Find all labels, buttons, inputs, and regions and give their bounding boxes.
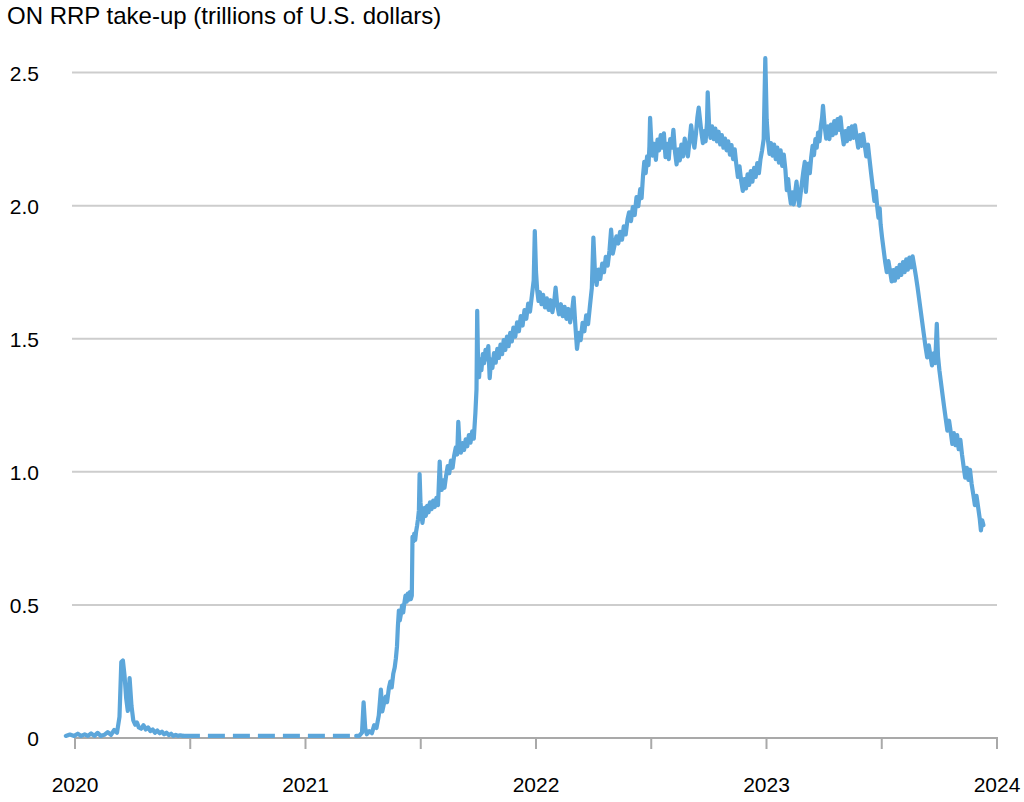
chart-title: ON RRP take-up (trillions of U.S. dollar…	[7, 2, 441, 29]
x-tick-label: 2024	[974, 773, 1021, 796]
x-tick-label: 2023	[743, 773, 790, 796]
rrp-series-line-segment	[356, 58, 983, 736]
chart-canvas: ON RRP take-up (trillions of U.S. dollar…	[0, 0, 1024, 802]
series-group	[66, 58, 984, 736]
gridlines-group	[72, 73, 997, 605]
y-tick-label: 1.0	[10, 461, 39, 484]
y-tick-label: 2.0	[10, 195, 39, 218]
y-tick-label: 1.5	[10, 328, 39, 351]
rrp-series-line-segment	[66, 661, 183, 736]
y-tick-label: 0.5	[10, 594, 39, 617]
onrrp-line-chart: ON RRP take-up (trillions of U.S. dollar…	[0, 0, 1024, 802]
x-tick-label: 2021	[282, 773, 329, 796]
x-tick-label: 2022	[513, 773, 560, 796]
x-tick-label: 2020	[52, 773, 99, 796]
x-axis-group	[74, 738, 998, 749]
y-tick-label: 2.5	[10, 62, 39, 85]
y-tick-label: 0	[27, 727, 39, 750]
